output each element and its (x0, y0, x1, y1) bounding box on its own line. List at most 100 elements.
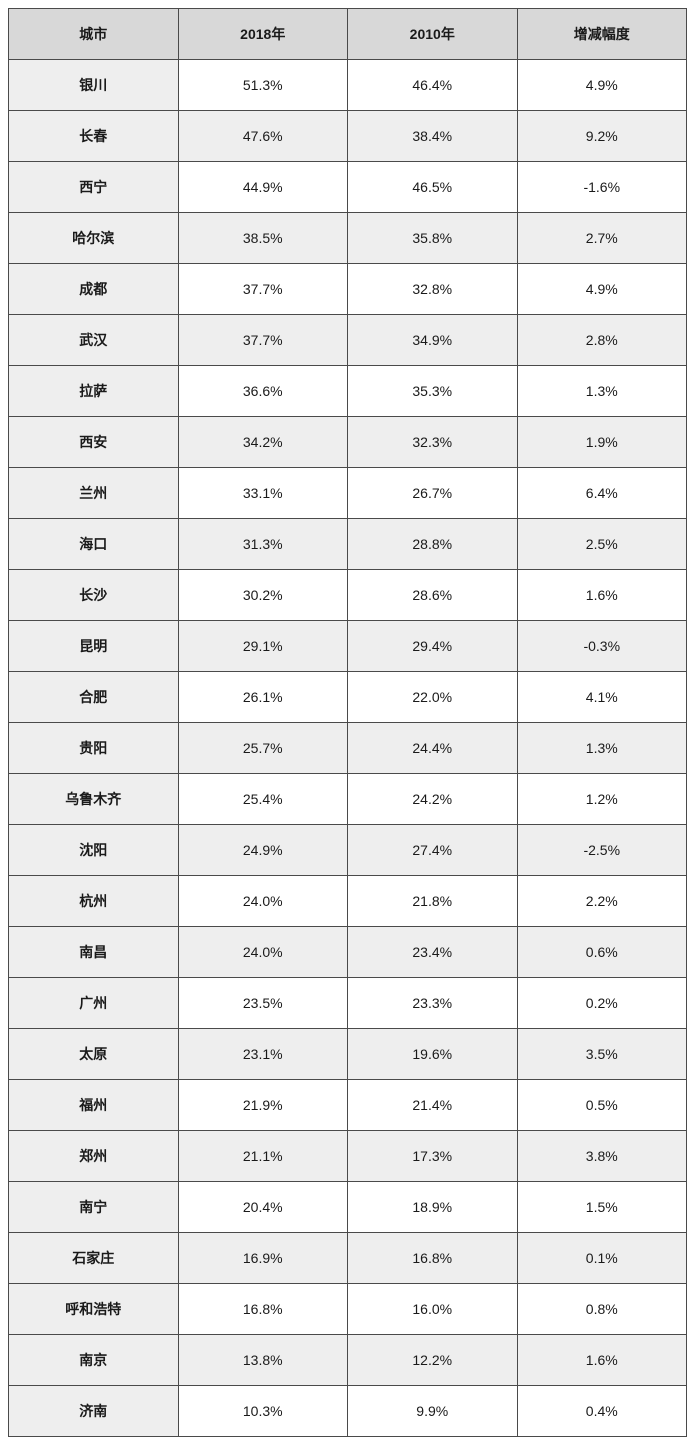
cell-2018: 30.2% (178, 570, 348, 621)
cell-2018: 10.3% (178, 1386, 348, 1437)
cell-delta: 1.3% (517, 366, 687, 417)
cell-2018: 21.1% (178, 1131, 348, 1182)
cell-2018: 37.7% (178, 264, 348, 315)
cell-city: 南京 (9, 1335, 179, 1386)
table-row: 乌鲁木齐25.4%24.2%1.2% (9, 774, 687, 825)
cell-2018: 20.4% (178, 1182, 348, 1233)
table-head: 城市 2018年 2010年 增减幅度 (9, 9, 687, 60)
cell-city: 昆明 (9, 621, 179, 672)
cell-2018: 26.1% (178, 672, 348, 723)
table-row: 太原23.1%19.6%3.5% (9, 1029, 687, 1080)
table-row: 昆明29.1%29.4%-0.3% (9, 621, 687, 672)
table-row: 南昌24.0%23.4%0.6% (9, 927, 687, 978)
cell-delta: 3.5% (517, 1029, 687, 1080)
cell-delta: 0.6% (517, 927, 687, 978)
cell-city: 长春 (9, 111, 179, 162)
cell-city: 成都 (9, 264, 179, 315)
cell-city: 石家庄 (9, 1233, 179, 1284)
cell-2018: 23.1% (178, 1029, 348, 1080)
cell-2018: 33.1% (178, 468, 348, 519)
cell-delta: 6.4% (517, 468, 687, 519)
cell-city: 拉萨 (9, 366, 179, 417)
cell-delta: 2.5% (517, 519, 687, 570)
cell-2010: 23.3% (348, 978, 518, 1029)
cell-2010: 21.4% (348, 1080, 518, 1131)
cell-delta: 0.1% (517, 1233, 687, 1284)
cell-city: 沈阳 (9, 825, 179, 876)
table-body: 银川51.3%46.4%4.9%长春47.6%38.4%9.2%西宁44.9%4… (9, 60, 687, 1437)
cell-city: 福州 (9, 1080, 179, 1131)
cell-2010: 21.8% (348, 876, 518, 927)
data-table: 城市 2018年 2010年 增减幅度 银川51.3%46.4%4.9%长春47… (8, 8, 687, 1437)
cell-2010: 46.4% (348, 60, 518, 111)
cell-delta: 2.8% (517, 315, 687, 366)
cell-2010: 12.2% (348, 1335, 518, 1386)
cell-city: 济南 (9, 1386, 179, 1437)
cell-2010: 35.8% (348, 213, 518, 264)
cell-2010: 24.4% (348, 723, 518, 774)
cell-city: 兰州 (9, 468, 179, 519)
cell-delta: 3.8% (517, 1131, 687, 1182)
cell-2010: 23.4% (348, 927, 518, 978)
cell-2018: 25.4% (178, 774, 348, 825)
cell-city: 贵阳 (9, 723, 179, 774)
cell-2010: 18.9% (348, 1182, 518, 1233)
table-row: 长春47.6%38.4%9.2% (9, 111, 687, 162)
table-row: 沈阳24.9%27.4%-2.5% (9, 825, 687, 876)
cell-2018: 38.5% (178, 213, 348, 264)
cell-delta: 2.7% (517, 213, 687, 264)
cell-delta: 0.2% (517, 978, 687, 1029)
table-row: 海口31.3%28.8%2.5% (9, 519, 687, 570)
cell-2018: 16.9% (178, 1233, 348, 1284)
cell-delta: 1.6% (517, 570, 687, 621)
cell-delta: 0.4% (517, 1386, 687, 1437)
cell-city: 乌鲁木齐 (9, 774, 179, 825)
cell-city: 广州 (9, 978, 179, 1029)
cell-2018: 24.0% (178, 927, 348, 978)
cell-city: 银川 (9, 60, 179, 111)
cell-city: 海口 (9, 519, 179, 570)
cell-city: 合肥 (9, 672, 179, 723)
cell-2018: 24.9% (178, 825, 348, 876)
cell-city: 武汉 (9, 315, 179, 366)
cell-delta: -0.3% (517, 621, 687, 672)
cell-2018: 13.8% (178, 1335, 348, 1386)
cell-city: 哈尔滨 (9, 213, 179, 264)
cell-2010: 28.6% (348, 570, 518, 621)
table-row: 长沙30.2%28.6%1.6% (9, 570, 687, 621)
table-row: 贵阳25.7%24.4%1.3% (9, 723, 687, 774)
cell-delta: 1.6% (517, 1335, 687, 1386)
table-row: 成都37.7%32.8%4.9% (9, 264, 687, 315)
cell-delta: 1.5% (517, 1182, 687, 1233)
cell-delta: -1.6% (517, 162, 687, 213)
table-row: 杭州24.0%21.8%2.2% (9, 876, 687, 927)
cell-city: 郑州 (9, 1131, 179, 1182)
cell-delta: 1.2% (517, 774, 687, 825)
cell-2018: 23.5% (178, 978, 348, 1029)
cell-city: 呼和浩特 (9, 1284, 179, 1335)
table-row: 哈尔滨38.5%35.8%2.7% (9, 213, 687, 264)
cell-delta: 4.9% (517, 60, 687, 111)
cell-2018: 16.8% (178, 1284, 348, 1335)
cell-delta: 0.8% (517, 1284, 687, 1335)
cell-city: 南宁 (9, 1182, 179, 1233)
header-2018: 2018年 (178, 9, 348, 60)
cell-delta: 2.2% (517, 876, 687, 927)
cell-city: 西宁 (9, 162, 179, 213)
cell-city: 长沙 (9, 570, 179, 621)
cell-2010: 29.4% (348, 621, 518, 672)
cell-2010: 9.9% (348, 1386, 518, 1437)
cell-2018: 25.7% (178, 723, 348, 774)
table-row: 南京13.8%12.2%1.6% (9, 1335, 687, 1386)
cell-delta: 4.1% (517, 672, 687, 723)
cell-2010: 24.2% (348, 774, 518, 825)
table-row: 济南10.3%9.9%0.4% (9, 1386, 687, 1437)
header-delta: 增减幅度 (517, 9, 687, 60)
cell-delta: 0.5% (517, 1080, 687, 1131)
cell-2018: 51.3% (178, 60, 348, 111)
cell-2010: 34.9% (348, 315, 518, 366)
cell-delta: 4.9% (517, 264, 687, 315)
table-row: 银川51.3%46.4%4.9% (9, 60, 687, 111)
cell-delta: 1.3% (517, 723, 687, 774)
cell-2018: 31.3% (178, 519, 348, 570)
